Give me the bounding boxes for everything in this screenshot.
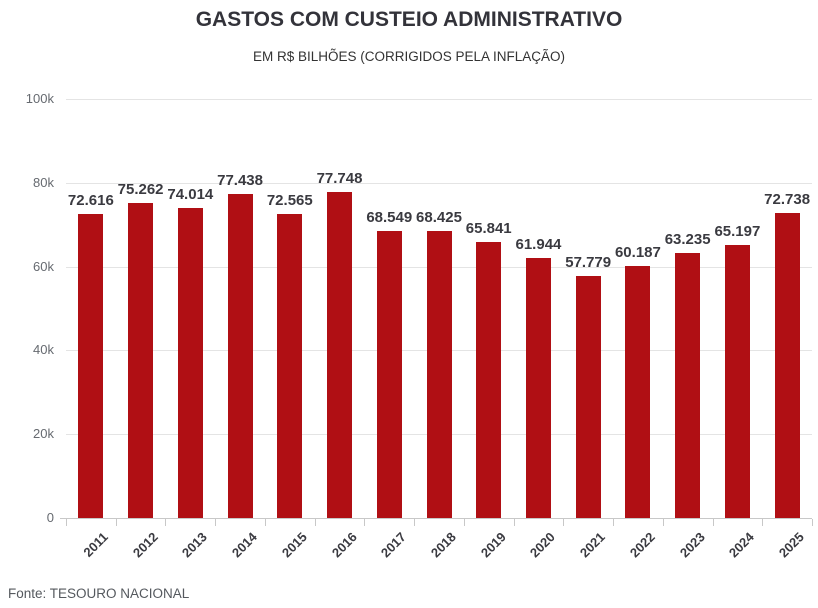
bar-value-label: 72.565 (266, 191, 313, 209)
bar-value-label: 60.187 (614, 243, 661, 261)
bar-value-label: 72.616 (67, 191, 114, 209)
x-axis-tick (812, 519, 813, 526)
bar (625, 265, 651, 518)
y-tick-label: 80k (33, 174, 54, 190)
bar (227, 193, 253, 518)
x-axis-tick (314, 519, 316, 526)
chart-source: Fonte: TESOURO NACIONAL (8, 586, 190, 601)
y-gridline (66, 99, 812, 100)
bar-value-label: 74.014 (167, 185, 214, 203)
bar (724, 244, 750, 518)
bar (327, 192, 353, 518)
bar (575, 275, 601, 518)
bar-value-label: 68.425 (416, 209, 462, 227)
bar-value-label: 57.779 (565, 253, 612, 271)
bar (177, 207, 203, 518)
plot-area: 0 20k 40k 60k 80k 100k 72.616 2011 75.262 2012 74.… (25, 91, 813, 560)
bar (525, 258, 551, 518)
bar (774, 213, 800, 518)
x-axis-tick (66, 519, 67, 526)
x-axis-tick (613, 519, 615, 526)
x-axis-tick (463, 519, 465, 526)
chart-subtitle: EM R$ BILHÕES (CORRIGIDOS PELA INFLAÇÃO) (252, 49, 566, 64)
x-axis-line (60, 518, 812, 519)
bar-value-label: 77.438 (217, 171, 263, 189)
bar (128, 202, 154, 518)
x-axis-tick (563, 519, 565, 526)
x-axis-tick (762, 519, 764, 526)
bar (426, 231, 452, 518)
x-axis-tick (264, 519, 266, 526)
y-tick-label: 40k (33, 342, 54, 358)
chart-title: GASTOS COM CUSTEIO ADMINISTRATIVO (195, 8, 623, 31)
x-axis-tick (215, 519, 217, 526)
bar-value-label: 61.944 (515, 236, 562, 254)
bar-value-label: 63.235 (664, 231, 711, 249)
y-gridline (66, 182, 812, 184)
bar-value-label: 77.748 (316, 170, 363, 188)
bar-value-label: 65.197 (714, 222, 761, 240)
bar (476, 242, 502, 518)
bar (78, 213, 104, 518)
x-axis-tick (662, 519, 664, 526)
bar (675, 253, 701, 518)
x-axis-tick (414, 519, 416, 526)
x-axis-tick (115, 519, 117, 526)
bar-value-label: 65.841 (465, 220, 512, 238)
bar (277, 213, 303, 518)
y-tick-label: 20k (33, 426, 54, 442)
x-axis-tick (712, 519, 714, 526)
y-tick-label: 60k (33, 258, 54, 274)
bar-value-label: 72.738 (764, 191, 811, 209)
bar-value-label: 75.262 (117, 180, 164, 198)
x-axis-tick (364, 519, 366, 526)
x-axis-tick (165, 519, 167, 526)
y-tick-label: 0 (46, 510, 54, 525)
bar (376, 230, 402, 518)
bar-value-label: 68.549 (366, 208, 413, 226)
x-axis-tick (513, 519, 515, 526)
y-tick-label: 100k (25, 91, 54, 106)
